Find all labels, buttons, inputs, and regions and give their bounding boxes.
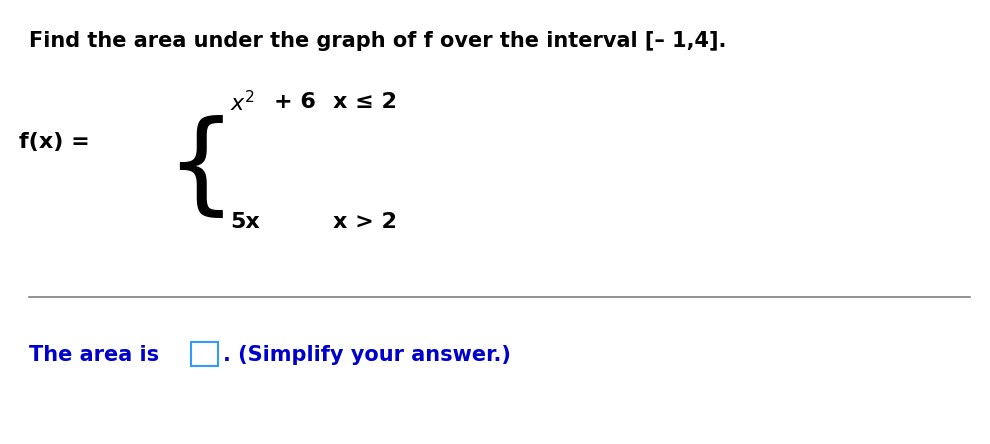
Text: x ≤ 2: x ≤ 2 (333, 92, 397, 112)
Text: . (Simplify your answer.): . (Simplify your answer.) (223, 345, 511, 365)
Text: {: { (165, 115, 236, 222)
Text: $x^2$: $x^2$ (230, 90, 255, 115)
Text: + 6: + 6 (274, 92, 316, 112)
Text: 5x: 5x (230, 212, 259, 232)
Text: Find the area under the graph of f over the interval [– 1,4].: Find the area under the graph of f over … (29, 31, 727, 51)
FancyBboxPatch shape (191, 342, 219, 366)
Text: x > 2: x > 2 (333, 212, 397, 232)
Text: The area is: The area is (29, 345, 159, 365)
Text: f(x) =: f(x) = (19, 132, 98, 152)
